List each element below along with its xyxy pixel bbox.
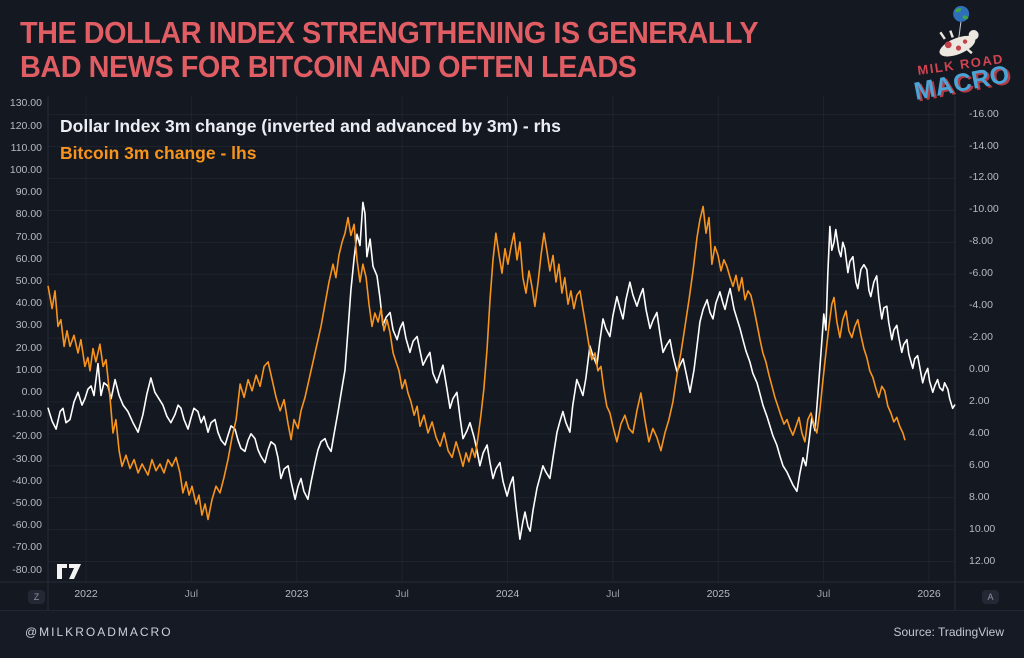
milk-road-macro-logo: MILK ROAD MACRO [899,0,1022,110]
time-axis[interactable]: 2022 Jul 2023 Jul 2024 Jul 2025 Jul 2026 [0,588,1024,608]
right-axis-tick-label: -8.00 [969,235,993,248]
time-axis-tick-label: 2023 [285,588,309,600]
right-price-axis[interactable]: -16.00 -14.00 -12.00 -10.00 -8.00 -6.00 -4.00 -… [961,0,1021,582]
time-axis-tick-label: 2022 [74,588,98,600]
right-axis-tick-label: -4.00 [969,299,993,312]
time-axis-tick-label: 2025 [706,588,730,600]
time-axis-tick-label: 2024 [495,588,520,600]
chart-legend: Dollar Index 3m change (inverted and adv… [60,113,561,167]
dollar-index-series-line [47,201,956,541]
cow-with-globe-balloon-icon [939,5,979,57]
left-axis-tick-label: 20.00 [15,341,42,354]
time-axis-tick-label: Jul [606,588,620,600]
time-axis-tick-label: Jul [395,588,409,600]
left-axis-tick-label: 10.00 [15,363,42,376]
left-axis-tick-label: -70.00 [12,541,42,554]
right-axis-tick-label: 8.00 [969,490,990,503]
right-axis-tick-label: 2.00 [969,394,990,407]
right-axis-tick-label: -10.00 [969,203,999,216]
left-axis-tick-label: 110.00 [10,141,42,154]
left-axis-tick-label: -50.00 [12,497,42,509]
left-axis-tick-label: 70.00 [15,230,42,243]
left-axis-tick-label: -40.00 [12,474,42,487]
time-axis-tick-label: Jul [816,588,831,600]
left-axis-tick-label: -60.00 [12,519,42,532]
left-axis-tick-label: 90.00 [15,186,42,199]
right-axis-tick-label: -2.00 [969,331,993,344]
left-axis-tick-label: 130.00 [9,97,42,110]
footer-handle: @MILKROADMACRO [25,625,173,639]
right-axis-tick-label: 4.00 [969,426,990,439]
right-axis-tick-label: -6.00 [969,267,993,280]
time-axis-tick-label: 2026 [917,588,941,600]
right-axis-tick-label: 0.00 [969,363,990,375]
right-axis-tick-label: 12.00 [969,554,996,567]
left-axis-tick-label: 0.00 [21,386,42,398]
timezone-button[interactable]: Z [28,590,45,604]
left-axis-tick-label: -30.00 [12,452,42,465]
auto-scale-button[interactable]: A [982,590,999,604]
left-axis-tick-label: 50.00 [15,275,42,287]
right-axis-tick-label: -16.00 [969,107,999,120]
right-axis-tick-label: 10.00 [969,522,996,535]
left-axis-tick-label: 40.00 [15,297,42,310]
legend-dollar-index: Dollar Index 3m change (inverted and adv… [60,116,561,136]
page-title-line2: BAD NEWS FOR BITCOIN AND OFTEN LEADS [20,49,637,84]
page-title: THE DOLLAR INDEX STRENGTHENING IS GENERA… [20,15,759,84]
page-title-line1: THE DOLLAR INDEX STRENGTHENING IS GENERA… [20,15,759,50]
right-axis-tick-label: -12.00 [969,171,999,184]
bitcoin-series-line [47,205,906,521]
left-axis-tick-label: -20.00 [12,430,42,443]
left-axis-tick-label: 100.00 [9,164,42,176]
left-axis-tick-label: 30.00 [15,319,42,332]
right-axis-tick-label: -14.00 [969,139,999,152]
left-axis-tick-label: -80.00 [12,563,42,576]
tradingview-logo-icon[interactable] [56,563,82,580]
left-axis-tick-label: -10.00 [12,408,42,421]
time-axis-tick-label: Jul [184,588,199,600]
right-axis-tick-label: 6.00 [969,458,990,471]
left-axis-tick-label: 80.00 [15,208,42,221]
legend-bitcoin: Bitcoin 3m change - lhs [60,143,257,163]
footer-bar: @MILKROADMACRO Source: TradingView [0,610,1024,658]
left-axis-tick-label: 120.00 [9,119,42,132]
footer-source: Source: TradingView [893,625,1004,639]
left-price-axis[interactable]: 130.00 120.00 110.00 100.00 90.00 80.00 70.00 6… [0,0,46,582]
left-axis-tick-label: 60.00 [15,252,42,265]
